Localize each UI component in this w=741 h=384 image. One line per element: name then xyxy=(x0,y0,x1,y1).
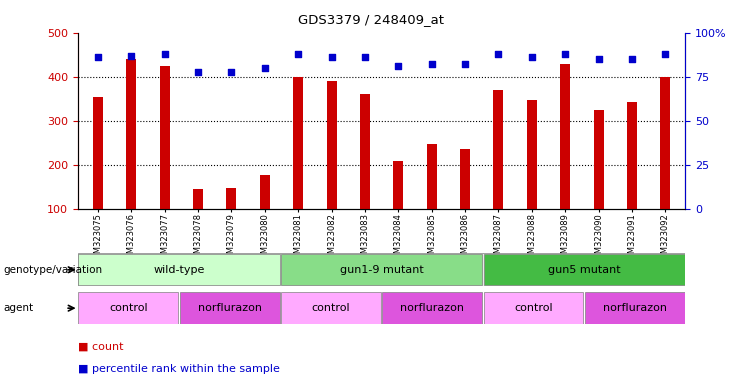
Point xyxy=(459,61,471,68)
Text: genotype/variation: genotype/variation xyxy=(4,265,103,275)
Bar xyxy=(126,59,136,209)
Text: GDS3379 / 248409_at: GDS3379 / 248409_at xyxy=(297,13,444,26)
Text: norflurazon: norflurazon xyxy=(602,303,667,313)
Point xyxy=(259,65,270,71)
Text: norflurazon: norflurazon xyxy=(198,303,262,313)
Point xyxy=(393,63,405,69)
Bar xyxy=(260,175,270,209)
Point xyxy=(192,68,204,74)
Text: norflurazon: norflurazon xyxy=(400,303,465,313)
Bar xyxy=(560,65,571,209)
Bar xyxy=(484,254,685,285)
Point xyxy=(426,61,438,68)
Bar xyxy=(660,77,671,209)
Point xyxy=(92,54,104,60)
Point xyxy=(359,54,370,60)
Bar xyxy=(93,97,103,209)
Bar xyxy=(585,293,685,324)
Bar xyxy=(281,293,381,324)
Bar xyxy=(382,293,482,324)
Bar xyxy=(79,254,279,285)
Point xyxy=(593,56,605,62)
Bar xyxy=(327,81,336,209)
Point xyxy=(526,54,538,60)
Bar xyxy=(159,66,170,209)
Text: control: control xyxy=(312,303,350,313)
Text: control: control xyxy=(109,303,147,313)
Text: wild-type: wild-type xyxy=(153,265,205,275)
Bar xyxy=(494,90,503,209)
Text: control: control xyxy=(514,303,553,313)
Bar xyxy=(226,188,236,209)
Bar xyxy=(193,189,203,209)
Point xyxy=(493,51,505,57)
Point xyxy=(325,54,337,60)
Bar xyxy=(281,254,482,285)
Point xyxy=(225,68,237,74)
Bar xyxy=(594,110,604,209)
Text: ■ count: ■ count xyxy=(78,341,123,351)
Text: gun5 mutant: gun5 mutant xyxy=(548,265,620,275)
Bar xyxy=(627,103,637,209)
Bar xyxy=(460,149,470,209)
Bar xyxy=(180,293,279,324)
Text: ■ percentile rank within the sample: ■ percentile rank within the sample xyxy=(78,364,279,374)
Bar xyxy=(527,100,537,209)
Bar xyxy=(293,77,303,209)
Bar xyxy=(79,293,179,324)
Text: agent: agent xyxy=(4,303,34,313)
Bar xyxy=(360,94,370,209)
Point xyxy=(559,51,571,57)
Point xyxy=(626,56,638,62)
Bar xyxy=(484,293,583,324)
Bar xyxy=(393,161,403,209)
Point xyxy=(159,51,170,57)
Text: gun1-9 mutant: gun1-9 mutant xyxy=(339,265,424,275)
Point xyxy=(125,53,137,59)
Bar xyxy=(427,144,436,209)
Point xyxy=(292,51,304,57)
Point xyxy=(659,51,671,57)
